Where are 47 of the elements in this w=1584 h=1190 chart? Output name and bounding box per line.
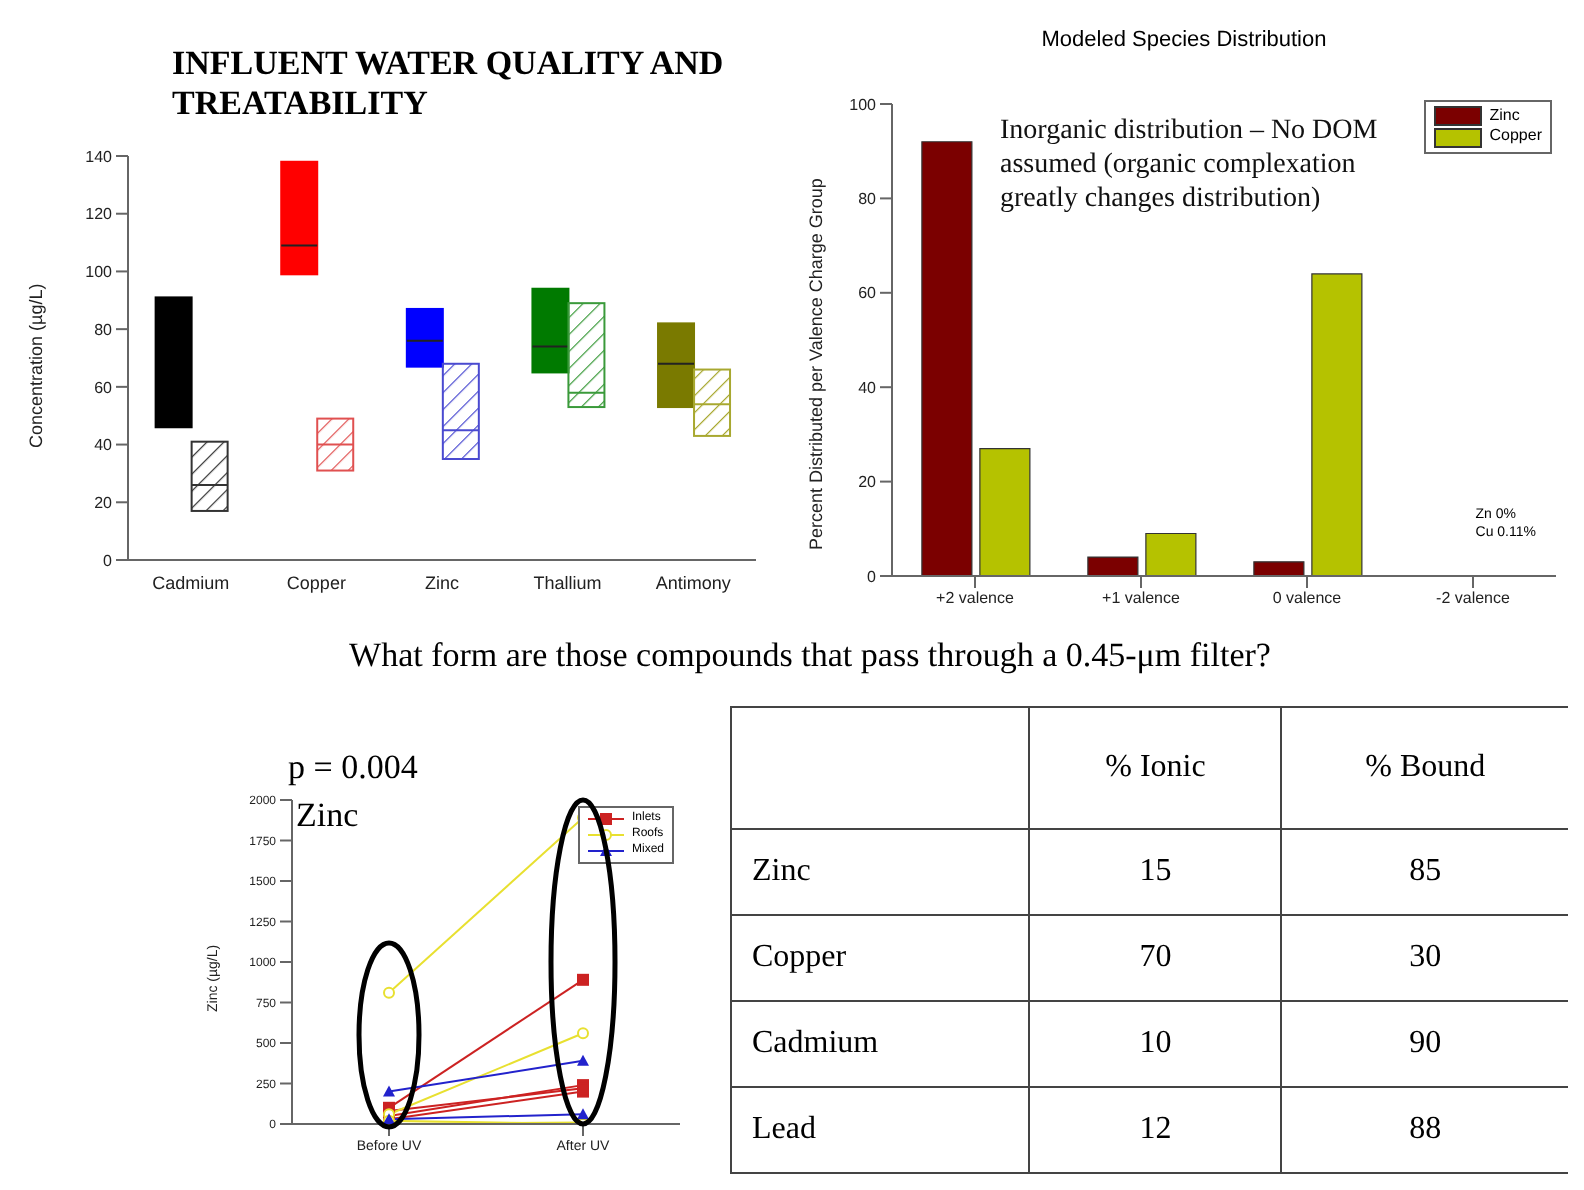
data-label: 88 xyxy=(1281,1087,1569,1173)
x-tick-label: Antimony xyxy=(655,572,732,593)
text: % Bound xyxy=(1281,707,1569,829)
annotation: Inorganic distribution – No DOM assumed (organic complexation greatly changes distribution) xyxy=(1000,116,1380,217)
data-label: 12 xyxy=(1029,1087,1282,1173)
x-tick-label: Cadmium xyxy=(152,572,230,593)
data-label: 70 xyxy=(1029,915,1282,1001)
x-tick-label: Thallium xyxy=(533,572,602,593)
x-tick-label: 0 valence xyxy=(1272,589,1343,608)
data-label: 85 xyxy=(1281,829,1569,915)
y-tick-label: 80 xyxy=(858,190,878,209)
y-axis-title: Percent Distributed per Valence Charge Group xyxy=(806,178,827,550)
y-tick-label: 100 xyxy=(85,263,114,282)
category-label: Lead xyxy=(731,1087,1030,1173)
y-tick-label: 20 xyxy=(858,473,878,492)
y-axis-title: Concentration (µg/L) xyxy=(26,283,47,448)
category-label: Cadmium xyxy=(731,1001,1030,1087)
series-label: % Ionic xyxy=(1029,707,1282,829)
legend-label: Copper xyxy=(1489,126,1542,148)
category-label: Copper xyxy=(731,915,1030,1001)
data-label: 10 xyxy=(1029,1001,1282,1087)
y-tick-label: 80 xyxy=(94,320,114,339)
y-tick-label: 120 xyxy=(85,205,114,224)
x-tick-label: -2 valence xyxy=(1436,589,1511,608)
y-tick-label: 100 xyxy=(849,95,878,114)
text: p = 0.004 xyxy=(288,748,418,788)
x-tick-label: +1 valence xyxy=(1102,589,1182,608)
chart-title: INFLUENT WATER QUALITY AND TREATABILITY xyxy=(172,44,726,126)
x-tick-label: Zinc xyxy=(424,572,460,593)
data-label: 15 xyxy=(1029,829,1282,915)
y-tick-label: 40 xyxy=(94,436,114,455)
y-tick-label: 40 xyxy=(858,378,878,397)
data-label: 30 xyxy=(1281,915,1569,1001)
x-tick-label: Copper xyxy=(286,572,346,593)
category-label: Zinc xyxy=(731,829,1030,915)
x-tick-label: +2 valence xyxy=(936,589,1016,608)
y-tick-label: 20 xyxy=(94,493,114,512)
y-tick-label: 60 xyxy=(94,378,114,397)
y-tick-label: 60 xyxy=(858,284,878,303)
y-tick-label: 0 xyxy=(867,567,878,586)
legend-label: Zinc xyxy=(1489,106,1520,127)
annotation: Zinc xyxy=(296,796,359,836)
y-tick-label: 0 xyxy=(103,551,114,570)
data-label: 90 xyxy=(1281,1001,1569,1087)
y-tick-label: 140 xyxy=(85,147,114,166)
chart-title: Modeled Species Distribution xyxy=(1039,28,1329,52)
text: What form are those compounds that pass through a 0.45-μm filter? xyxy=(347,636,1273,676)
